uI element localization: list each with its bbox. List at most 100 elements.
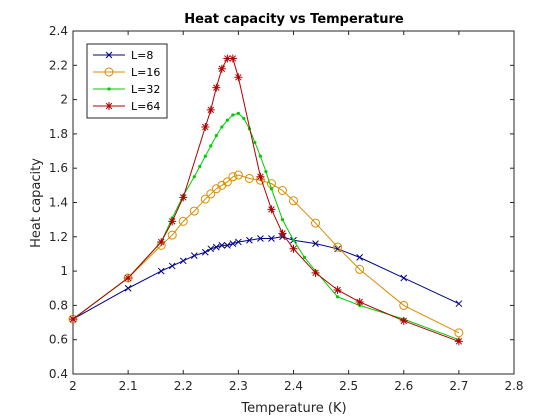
series-l16-marker bbox=[454, 328, 464, 338]
series-l64-marker bbox=[234, 73, 243, 82]
series-l8-marker bbox=[157, 267, 165, 275]
series-l8-marker bbox=[179, 257, 187, 265]
y-tick-label: 1.8 bbox=[49, 127, 68, 141]
y-tick-label: 2.4 bbox=[49, 24, 68, 38]
series-l8-marker bbox=[212, 243, 220, 251]
legend-l64-entry: L=64 bbox=[93, 100, 160, 113]
series-l32-marker bbox=[264, 170, 268, 174]
x-tick-label: 2.5 bbox=[339, 379, 358, 393]
legend-l32-marker bbox=[107, 87, 111, 91]
x-tick-label: 2.1 bbox=[119, 379, 138, 393]
series-l8 bbox=[69, 233, 463, 323]
series-l64-marker bbox=[311, 268, 320, 277]
series-l64-marker bbox=[267, 205, 276, 214]
y-axis-label: Heat capacity bbox=[29, 158, 44, 248]
axis-ticks: 2 2.1 2.2 2.3 2.4 2.5 2.6 2.7 2.8 0.4 0.6 0.8 1 1.2 1.… bbox=[49, 24, 524, 393]
series-l8-marker bbox=[257, 235, 264, 242]
series-l64-marker bbox=[278, 229, 287, 238]
series-l8-marker bbox=[235, 238, 242, 246]
legend: L=8 L=16 L=32 L=64 bbox=[86, 43, 168, 119]
series-l8-marker bbox=[246, 236, 253, 244]
series-l8-marker bbox=[124, 284, 132, 292]
series-l32-line bbox=[72, 112, 460, 341]
series-l32-marker bbox=[302, 255, 307, 259]
x-axis-label: Temperature (K) bbox=[240, 401, 346, 416]
series-l64-marker bbox=[179, 193, 188, 202]
series-l16-marker bbox=[311, 218, 321, 228]
legend-l32-entry: L=32 bbox=[93, 83, 160, 96]
series-l64-marker bbox=[454, 337, 463, 346]
series-l64-marker bbox=[223, 54, 232, 63]
chart-title: Heat capacity vs Temperature bbox=[184, 12, 404, 27]
y-tick-label: 2 bbox=[60, 93, 68, 107]
x-tick-label: 2.4 bbox=[284, 379, 303, 393]
x-tick-label: 2.7 bbox=[449, 379, 468, 393]
series-l64-marker bbox=[399, 316, 408, 325]
legend-l16-label: L=16 bbox=[131, 66, 160, 79]
series-l64-marker bbox=[168, 217, 177, 226]
series-l16-marker bbox=[233, 170, 243, 180]
series-l64-marker bbox=[217, 64, 226, 73]
series-l32-marker bbox=[236, 111, 240, 115]
y-tick-label: 1.6 bbox=[49, 161, 68, 175]
series-l16-marker bbox=[200, 194, 210, 204]
y-tick-label: 0.4 bbox=[49, 367, 68, 381]
series-l8-marker bbox=[190, 252, 198, 260]
series-l16 bbox=[68, 170, 464, 338]
series-l64 bbox=[69, 54, 463, 346]
y-tick-label: 1 bbox=[60, 264, 68, 278]
series-l32-marker bbox=[336, 295, 340, 299]
series-l32-marker bbox=[258, 154, 263, 158]
y-tick-label: 1.2 bbox=[49, 230, 68, 244]
series-l32-marker bbox=[192, 175, 196, 179]
x-tick-label: 2.2 bbox=[174, 379, 193, 393]
series-l64-marker bbox=[355, 297, 364, 306]
series-l8-marker bbox=[207, 245, 215, 253]
legend-l32-label: L=32 bbox=[131, 83, 160, 96]
series-l16-marker bbox=[228, 172, 238, 182]
series-l64-marker bbox=[124, 273, 133, 282]
series-l8-marker bbox=[356, 254, 364, 261]
x-tick-label: 2 bbox=[69, 379, 77, 393]
series-l16-marker bbox=[244, 173, 254, 183]
legend-l8-label: L=8 bbox=[131, 49, 153, 62]
legend-l8-entry: L=8 bbox=[93, 49, 153, 62]
series-l32-marker bbox=[214, 134, 218, 138]
y-tick-label: 2.2 bbox=[49, 58, 68, 72]
series-l16-marker bbox=[333, 242, 343, 252]
legend-l64-marker bbox=[105, 102, 113, 110]
legend-l8-marker bbox=[105, 51, 113, 59]
series-l8-marker bbox=[268, 235, 275, 242]
series-l8-marker bbox=[312, 240, 319, 248]
series-l16-marker bbox=[277, 185, 287, 195]
series-l16-marker bbox=[399, 300, 409, 310]
series-l64-marker bbox=[289, 244, 298, 253]
series-l16-marker bbox=[355, 264, 365, 274]
series-l32-marker bbox=[291, 238, 296, 242]
series-l32-marker bbox=[198, 164, 202, 169]
series-l8-marker bbox=[201, 248, 209, 256]
y-tick-label: 0.8 bbox=[49, 298, 68, 312]
series-l16-marker bbox=[178, 216, 188, 226]
series-l64-marker bbox=[201, 123, 210, 132]
series-l16-marker bbox=[206, 189, 216, 199]
legend-l16-marker bbox=[104, 67, 114, 77]
legend-l64-label: L=64 bbox=[131, 100, 160, 113]
series-l16-marker bbox=[189, 206, 199, 216]
series-l32-marker bbox=[269, 187, 274, 191]
series-l32-marker bbox=[209, 144, 213, 148]
series-l16-marker bbox=[167, 230, 177, 240]
series-l64-marker bbox=[256, 172, 265, 181]
series-l32-marker bbox=[225, 118, 229, 122]
legend-l16-entry: L=16 bbox=[93, 66, 160, 79]
series-l32-marker bbox=[203, 154, 207, 158]
x-tick-label: 2.8 bbox=[504, 379, 523, 393]
y-tick-label: 0.6 bbox=[49, 333, 68, 347]
series-l64-marker bbox=[212, 83, 221, 92]
series-l64-marker bbox=[69, 315, 77, 324]
x-tick-label: 2.3 bbox=[229, 379, 248, 393]
series-l32-marker bbox=[242, 116, 246, 121]
x-tick-label: 2.6 bbox=[394, 379, 413, 393]
series-l32-marker bbox=[280, 218, 285, 222]
series-l8-marker bbox=[223, 242, 231, 249]
